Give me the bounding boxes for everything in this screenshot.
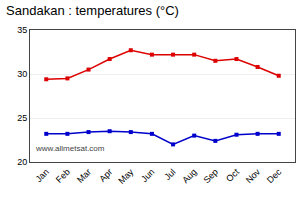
svg-text:May: May <box>116 166 135 185</box>
svg-text:35: 35 <box>17 25 27 35</box>
svg-text:Apr: Apr <box>97 167 114 184</box>
svg-text:20: 20 <box>17 157 27 167</box>
svg-text:Sep: Sep <box>202 167 220 185</box>
svg-text:Jan: Jan <box>34 167 51 184</box>
svg-text:Feb: Feb <box>54 167 72 185</box>
svg-text:25: 25 <box>17 113 27 123</box>
svg-text:Dec: Dec <box>265 166 284 185</box>
svg-text:Jun: Jun <box>139 167 156 184</box>
svg-text:www.allmetsat.com: www.allmetsat.com <box>35 144 105 153</box>
svg-text:Sandakan : temperatures (°C): Sandakan : temperatures (°C) <box>6 3 179 18</box>
svg-text:Nov: Nov <box>244 166 263 185</box>
svg-text:Oct: Oct <box>224 166 241 183</box>
svg-text:30: 30 <box>17 69 27 79</box>
svg-text:Jul: Jul <box>162 167 177 182</box>
svg-text:Mar: Mar <box>75 167 93 185</box>
svg-text:Aug: Aug <box>180 167 198 185</box>
